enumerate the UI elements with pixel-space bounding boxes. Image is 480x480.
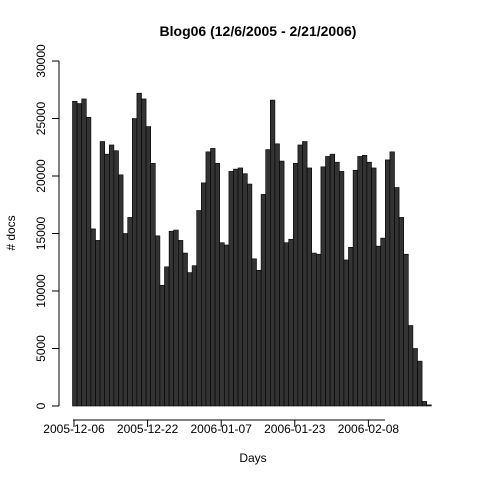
y-tick-label-6: 30000 <box>34 44 48 78</box>
bar-day-71 <box>398 217 405 407</box>
x-axis-label: Days <box>239 451 266 465</box>
bar-day-66 <box>375 245 382 407</box>
bar-day-4 <box>90 228 96 407</box>
bar-day-42 <box>265 149 271 407</box>
bar-day-35 <box>233 168 239 407</box>
bar-day-22 <box>173 229 179 407</box>
bar-day-75 <box>417 360 423 407</box>
bar-day-69 <box>389 151 395 407</box>
bar-day-55 <box>325 156 331 407</box>
bar-day-16 <box>145 126 152 407</box>
bar-day-36 <box>237 167 244 407</box>
bar-day-32 <box>219 242 225 407</box>
bar-day-12 <box>127 217 133 407</box>
bar-day-44 <box>274 143 280 407</box>
y-tick-label-3: 15000 <box>34 216 48 250</box>
bar-day-60 <box>348 247 354 407</box>
bar-day-10 <box>118 174 124 407</box>
bar-day-46 <box>283 242 290 407</box>
bar-day-63 <box>361 155 368 407</box>
bar-day-49 <box>297 144 303 407</box>
bar-day-61 <box>352 169 359 407</box>
bar-day-26 <box>191 265 198 407</box>
bar-day-1 <box>76 103 82 407</box>
bar-day-54 <box>320 166 326 407</box>
bar-day-13 <box>132 118 138 407</box>
bar-day-6 <box>99 141 105 407</box>
bar-day-43 <box>269 99 276 407</box>
bar-day-2 <box>81 98 87 407</box>
bar-day-0 <box>72 100 78 407</box>
x-tick-label-3: 2006-01-23 <box>264 422 326 436</box>
bar-day-17 <box>150 163 156 407</box>
bar-day-33 <box>224 244 230 407</box>
bar-day-48 <box>292 163 299 407</box>
y-tick-label-5: 25000 <box>34 101 48 135</box>
bar-day-15 <box>141 98 147 407</box>
bar-day-24 <box>182 252 188 407</box>
bar-day-47 <box>288 238 294 407</box>
y-tick-label-4: 20000 <box>34 159 48 193</box>
bar-day-74 <box>412 348 418 407</box>
bar-day-5 <box>95 240 101 407</box>
bar-day-19 <box>159 284 165 407</box>
bar-day-27 <box>196 210 202 407</box>
bar-day-3 <box>86 117 92 407</box>
bar-day-21 <box>168 230 175 407</box>
bar-day-77 <box>426 404 432 407</box>
bar-day-31 <box>214 163 221 407</box>
bar-day-68 <box>384 159 391 407</box>
bar-day-58 <box>338 171 345 407</box>
bar-day-18 <box>155 235 161 407</box>
bar-day-67 <box>380 237 386 407</box>
bar-day-38 <box>247 183 253 407</box>
bar-day-64 <box>366 161 372 407</box>
bar-day-30 <box>210 148 216 407</box>
bar-day-57 <box>334 161 340 407</box>
bar-day-59 <box>343 259 349 407</box>
x-tick-label-2: 2006-01-07 <box>191 422 253 436</box>
bar-day-73 <box>407 325 414 407</box>
bar-day-62 <box>357 156 363 407</box>
chart-title: Blog06 (12/6/2005 - 2/21/2006) <box>160 23 357 39</box>
bars <box>72 92 432 407</box>
bar-day-52 <box>311 252 317 407</box>
x-tick-label-4: 2006-02-08 <box>338 422 400 436</box>
y-tick-label-2: 10000 <box>34 274 48 308</box>
bar-day-50 <box>302 141 308 407</box>
bar-day-72 <box>403 253 409 407</box>
bar-day-11 <box>122 233 128 407</box>
bar-day-14 <box>136 92 142 407</box>
bar-day-25 <box>187 272 193 407</box>
bar-day-76 <box>421 401 428 407</box>
bar-day-41 <box>260 194 267 407</box>
bar-day-28 <box>201 182 207 407</box>
bar-day-20 <box>164 266 170 407</box>
x-tick-label-1: 2005-12-22 <box>117 422 179 436</box>
x-tick-label-0: 2005-12-06 <box>43 422 105 436</box>
y-tick-label-0: 0 <box>34 402 48 409</box>
bar-day-56 <box>329 153 336 407</box>
bar-day-65 <box>371 167 377 407</box>
bar-day-45 <box>279 160 285 407</box>
y-ticks: 0 5000 10000 15000 20000 25000 30000 <box>34 44 59 409</box>
bar-day-37 <box>242 173 248 407</box>
bar-day-9 <box>113 150 119 407</box>
bar-day-40 <box>256 269 262 407</box>
bar-day-29 <box>205 151 211 407</box>
bar-day-39 <box>251 258 257 407</box>
bar-day-34 <box>228 171 234 407</box>
bar-day-8 <box>109 144 115 407</box>
x-ticks: 2005-12-06 2005-12-22 2006-01-07 2006-01-23… <box>43 420 399 436</box>
bar-day-53 <box>315 253 322 407</box>
bar-day-51 <box>306 167 313 407</box>
y-axis-label: # docs <box>4 215 18 250</box>
bar-day-23 <box>178 240 184 407</box>
y-tick-label-1: 5000 <box>34 335 48 362</box>
bar-day-7 <box>104 153 110 407</box>
bar-day-70 <box>394 187 400 407</box>
